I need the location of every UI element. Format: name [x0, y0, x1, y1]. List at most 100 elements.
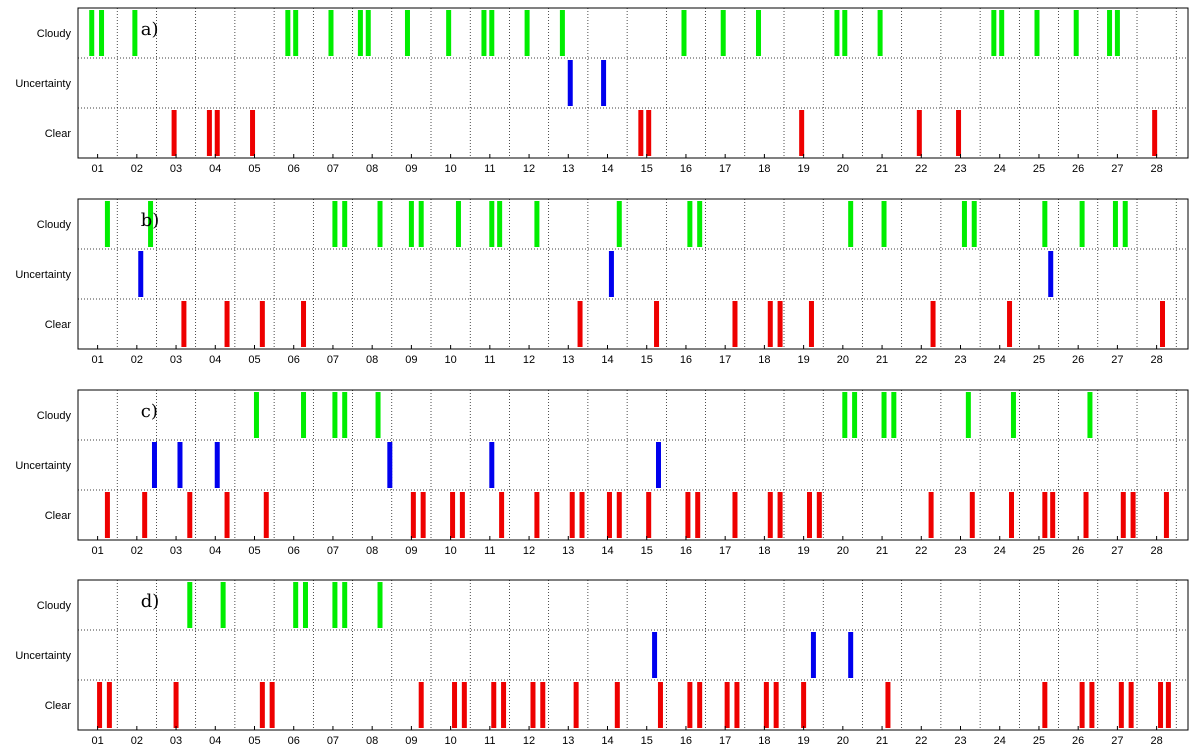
event-bar-cloudy [253, 392, 259, 438]
x-tick-label: 10 [444, 545, 456, 557]
x-tick-label: 01 [91, 163, 103, 175]
x-tick-label: 12 [523, 735, 535, 746]
x-tick-label: 14 [601, 545, 613, 557]
x-tick-label: 26 [1072, 163, 1084, 175]
row-label: Uncertainty [15, 269, 71, 281]
event-bar-cloudy [681, 10, 687, 56]
event-bar-clear [206, 110, 212, 156]
x-tick-label: 25 [1033, 354, 1045, 366]
event-bar-clear [499, 492, 505, 538]
event-bar-clear [616, 492, 622, 538]
x-tick-label: 26 [1072, 735, 1084, 746]
x-tick-label: 16 [680, 163, 692, 175]
event-bar-clear [1128, 682, 1134, 728]
event-bar-clear [1163, 492, 1169, 538]
x-tick-label: 18 [758, 735, 770, 746]
event-bar-clear [1160, 301, 1166, 347]
row-label: Cloudy [37, 28, 72, 40]
x-tick-label: 13 [562, 545, 574, 557]
event-bar-cloudy [1122, 201, 1128, 247]
event-bar-cloudy [187, 582, 193, 628]
event-bar-clear [885, 682, 891, 728]
event-bar-clear [214, 110, 220, 156]
event-bar-clear [1130, 492, 1136, 538]
event-bar-cloudy [301, 392, 307, 438]
event-bar-clear [263, 492, 269, 538]
x-tick-label: 12 [523, 545, 535, 557]
x-tick-label: 23 [954, 545, 966, 557]
event-bar-cloudy [342, 201, 348, 247]
x-tick-label: 17 [719, 163, 731, 175]
event-bar-clear [173, 682, 179, 728]
row-label: Clear [45, 319, 72, 331]
x-tick-label: 17 [719, 545, 731, 557]
event-bar-clear [646, 110, 652, 156]
event-bar-cloudy [408, 201, 414, 247]
x-tick-label: 10 [444, 163, 456, 175]
event-bar-clear [767, 492, 773, 538]
event-bar-cloudy [965, 392, 971, 438]
x-tick-label: 23 [954, 354, 966, 366]
event-bar-cloudy [1034, 10, 1040, 56]
event-bar-clear [579, 492, 585, 538]
event-bar-clear [1008, 492, 1014, 538]
event-bar-clear [697, 682, 703, 728]
x-tick-label: 20 [837, 735, 849, 746]
x-tick-label: 22 [915, 545, 927, 557]
x-tick-label: 16 [680, 354, 692, 366]
event-bar-cloudy [687, 201, 693, 247]
row-label: Clear [45, 128, 72, 140]
x-tick-label: 18 [758, 163, 770, 175]
x-tick-label: 08 [366, 545, 378, 557]
x-tick-label: 05 [248, 735, 260, 746]
event-bar-cloudy [104, 201, 110, 247]
event-bar-clear [491, 682, 497, 728]
event-bar-cloudy [616, 201, 622, 247]
x-tick-label: 01 [91, 545, 103, 557]
x-tick-label: 10 [444, 354, 456, 366]
event-bar-clear [1152, 110, 1158, 156]
row-label: Clear [45, 510, 72, 522]
event-bar-cloudy [1112, 201, 1118, 247]
x-tick-label: 24 [994, 354, 1006, 366]
event-bar-cloudy [132, 10, 138, 56]
event-bar-uncertainty [848, 632, 854, 678]
event-bar-clear [97, 682, 103, 728]
x-tick-label: 03 [170, 354, 182, 366]
event-bar-clear [171, 110, 177, 156]
event-bar-cloudy [961, 201, 967, 247]
event-bar-cloudy [99, 10, 105, 56]
event-bar-cloudy [720, 10, 726, 56]
event-bar-uncertainty [810, 632, 816, 678]
event-bar-clear [777, 492, 783, 538]
row-label: Cloudy [37, 219, 72, 231]
event-bar-clear [687, 682, 693, 728]
event-bar-clear [250, 110, 256, 156]
x-tick-label: 23 [954, 735, 966, 746]
row-label: Uncertainty [15, 650, 71, 662]
x-tick-label: 19 [797, 354, 809, 366]
event-bar-cloudy [524, 10, 530, 56]
x-tick-label: 14 [601, 163, 613, 175]
x-tick-label: 06 [288, 163, 300, 175]
event-bar-clear [734, 682, 740, 728]
event-bar-cloudy [756, 10, 762, 56]
event-bar-clear [461, 682, 467, 728]
x-tick-label: 12 [523, 163, 535, 175]
event-bar-clear [614, 682, 620, 728]
x-tick-label: 03 [170, 163, 182, 175]
event-bar-clear [1042, 492, 1048, 538]
x-tick-label: 09 [405, 354, 417, 366]
event-bar-uncertainty [608, 251, 614, 297]
event-bar-clear [801, 682, 807, 728]
x-tick-label: 02 [131, 163, 143, 175]
x-tick-label: 06 [288, 545, 300, 557]
event-bar-cloudy [377, 201, 383, 247]
x-tick-label: 16 [680, 735, 692, 746]
event-bar-clear [269, 682, 275, 728]
x-tick-label: 17 [719, 354, 731, 366]
event-bar-clear [410, 492, 416, 538]
x-tick-label: 22 [915, 735, 927, 746]
x-tick-label: 27 [1111, 163, 1123, 175]
